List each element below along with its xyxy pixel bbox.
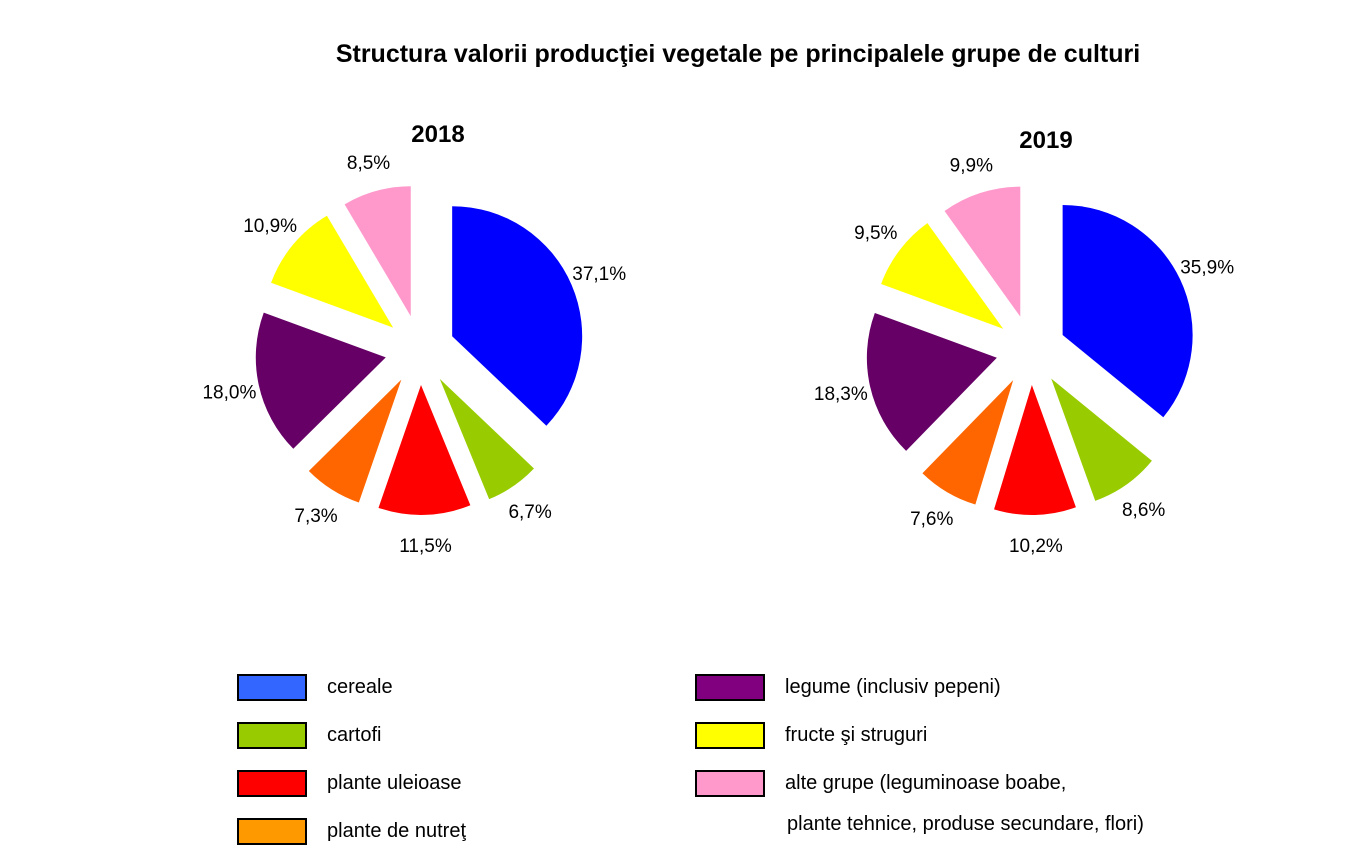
legend-item-plante-de-nutret: plante de nutreţ [237, 818, 466, 845]
legend-label: cereale [327, 676, 393, 698]
pie-slice-alte-grupe [344, 186, 411, 317]
data-label-plante-de-nutret: 7,6% [910, 509, 953, 530]
legend-label: legume (inclusiv pepeni) [785, 676, 1001, 698]
pie-slice-plante-de-nutret [308, 379, 402, 503]
legend-item-legume: legume (inclusiv pepeni) [695, 674, 1001, 701]
legend-swatch [237, 818, 307, 845]
pie-slice-fructe-si-struguri [271, 215, 394, 328]
legend-swatch [695, 674, 765, 701]
pie-slice-alte-grupe [944, 186, 1021, 317]
data-label-cereale: 37,1% [572, 264, 626, 285]
legend-label: plante uleioase [327, 772, 462, 794]
pie-slice-plante-de-nutret [922, 380, 1014, 505]
data-label-fructe-si-struguri: 9,5% [854, 223, 897, 244]
legend-label: cartofi [327, 724, 382, 746]
pie-slice-cereale [1062, 204, 1193, 418]
pie-2019: 35,9% 8,6% 10,2% 7,6% 18,3% 9,5% 9,9% [814, 155, 1234, 557]
pie-2018: 37,1% 6,7% 11,5% 7,3% 18,0% 10,9% 8,5% [202, 153, 626, 557]
data-label-plante-de-nutret: 7,3% [294, 506, 337, 527]
chart-subtitle-2018: 2018 [411, 121, 464, 148]
pie-slice-legume [866, 312, 997, 451]
pie-slice-cereale [452, 206, 583, 426]
data-label-cereale: 35,9% [1180, 257, 1234, 278]
legend-swatch [695, 722, 765, 749]
data-label-alte-grupe: 8,5% [347, 153, 390, 174]
legend-item-plante-uleioase: plante uleioase [237, 770, 462, 797]
data-label-cartofi: 6,7% [508, 502, 551, 523]
pie-slice-plante-uleioase [378, 384, 471, 515]
legend-label-continuation: plante tehnice, produse secundare, flori… [787, 813, 1144, 835]
data-label-plante-uleioase: 10,2% [1009, 536, 1063, 557]
data-label-alte-grupe: 9,9% [950, 155, 993, 176]
chart-subtitle-2019: 2019 [1019, 127, 1072, 154]
data-label-cartofi: 8,6% [1122, 500, 1165, 521]
pie-slice-fructe-si-struguri [881, 223, 1004, 329]
legend-label: alte grupe (leguminoase boabe, [785, 772, 1067, 794]
legend-label: plante de nutreţ [327, 820, 466, 842]
data-label-legume: 18,3% [814, 384, 868, 405]
pie-slice-legume [255, 312, 386, 449]
legend-item-alte-grupe: alte grupe (leguminoase boabe, [695, 770, 1066, 797]
data-label-fructe-si-struguri: 10,9% [243, 216, 297, 237]
legend-swatch [237, 674, 307, 701]
legend-item-cereale: cereale [237, 674, 393, 701]
data-label-plante-uleioase: 11,5% [399, 536, 452, 557]
chart-title: Structura valorii producţiei vegetale pe… [336, 40, 1140, 68]
legend-swatch [695, 770, 765, 797]
pie-slice-plante-uleioase [994, 384, 1076, 515]
legend-swatch [237, 770, 307, 797]
legend-item-fructe-si-struguri: fructe şi struguri [695, 722, 927, 749]
data-label-legume: 18,0% [202, 382, 256, 403]
legend-label: fructe şi struguri [785, 724, 928, 746]
pie-slice-cartofi [439, 378, 534, 500]
legend-swatch [237, 722, 307, 749]
legend-item-cartofi: cartofi [237, 722, 381, 749]
pie-slice-cartofi [1051, 378, 1152, 501]
